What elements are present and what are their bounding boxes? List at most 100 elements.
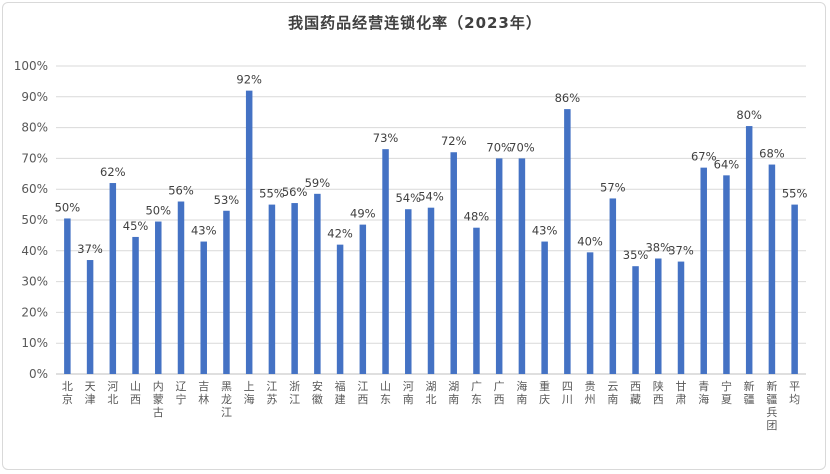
data-label: 55% [259, 187, 285, 201]
data-label: 38% [645, 241, 671, 255]
data-label: 53% [214, 193, 240, 207]
bar [541, 241, 548, 374]
data-label: 49% [350, 207, 376, 221]
data-label: 48% [464, 210, 490, 224]
category-label: 贵州 [585, 380, 596, 406]
bar [609, 198, 617, 374]
y-tick-label: 60% [21, 182, 48, 196]
bar [427, 207, 435, 374]
category-label: 广西 [494, 380, 505, 406]
bar [586, 252, 594, 374]
bar [473, 227, 480, 374]
category-label: 江苏 [266, 380, 277, 406]
category-label: 黑龙江 [221, 380, 232, 419]
data-label: 64% [714, 157, 740, 171]
bars [64, 90, 798, 375]
category-label: 江西 [357, 380, 368, 406]
bar [177, 201, 185, 374]
data-label: 73% [373, 131, 399, 145]
category-label: 浙江 [289, 380, 300, 406]
bar [200, 241, 207, 374]
bar [245, 90, 253, 374]
category-label: 北京 [62, 380, 73, 406]
bar [336, 244, 344, 374]
category-label: 云南 [607, 380, 618, 406]
category-label: 四川 [562, 380, 573, 406]
data-label: 56% [168, 184, 194, 198]
data-label: 68% [759, 147, 785, 161]
category-label: 青海 [698, 380, 709, 406]
bar [86, 260, 94, 374]
data-label: 35% [623, 248, 649, 262]
data-label: 54% [395, 191, 421, 205]
data-label: 37% [668, 244, 694, 258]
bar [405, 209, 412, 374]
bar [155, 221, 162, 374]
bar [382, 149, 389, 374]
y-tick-label: 90% [21, 90, 48, 104]
bar [450, 152, 457, 374]
category-label: 天津 [85, 380, 96, 406]
category-label: 重庆 [539, 379, 550, 406]
bar [495, 158, 503, 374]
data-label: 86% [555, 91, 581, 105]
bar [791, 204, 798, 374]
category-label: 辽宁 [176, 380, 187, 406]
data-label: 59% [305, 176, 331, 190]
data-label: 56% [282, 185, 308, 199]
bar [223, 210, 230, 374]
data-label: 80% [736, 108, 762, 122]
data-label: 40% [577, 234, 603, 248]
data-label: 62% [100, 165, 126, 179]
data-label: 45% [123, 219, 149, 233]
y-tick-label: 40% [21, 244, 48, 258]
category-label: 安徽 [312, 379, 323, 406]
bar [677, 261, 685, 374]
bar [314, 193, 321, 374]
data-label: 50% [55, 200, 81, 214]
bar [518, 158, 526, 374]
y-tick-label: 20% [21, 305, 48, 319]
category-label: 内蒙古 [153, 379, 164, 419]
category-label: 湖南 [448, 380, 459, 406]
data-label: 42% [327, 227, 353, 241]
category-label: 平均 [789, 380, 800, 406]
bar [768, 164, 776, 374]
data-label: 43% [532, 224, 558, 238]
data-label: 67% [691, 150, 717, 164]
category-label: 山东 [380, 380, 391, 406]
data-label: 50% [145, 204, 171, 218]
data-label: 55% [782, 187, 808, 201]
data-label: 43% [191, 224, 217, 238]
chart-title: 我国药品经营连锁化率（2023年） [288, 14, 542, 32]
category-label: 上海 [244, 380, 255, 406]
data-label: 92% [236, 73, 262, 87]
category-label: 海南 [516, 379, 527, 406]
y-tick-label: 10% [21, 336, 48, 350]
data-label: 37% [77, 242, 103, 256]
category-label: 河北 [107, 380, 118, 406]
y-tick-label: 80% [21, 121, 48, 135]
data-label: 54% [418, 190, 444, 204]
bar [268, 204, 276, 374]
y-tick-label: 50% [21, 213, 48, 227]
category-label: 甘肃 [676, 380, 687, 406]
category-label: 山西 [130, 380, 141, 406]
bar [132, 236, 139, 374]
data-label: 57% [600, 180, 626, 194]
category-label: 福建 [335, 379, 346, 406]
bar [745, 126, 753, 374]
category-label: 陕西 [653, 379, 664, 406]
bar [109, 183, 117, 374]
bar [564, 109, 571, 375]
bar [359, 224, 367, 374]
y-tick-label: 0% [29, 367, 48, 381]
y-tick-label: 100% [14, 59, 48, 73]
bar [723, 175, 730, 374]
category-label: 新疆 [744, 379, 755, 406]
data-label: 70% [509, 140, 535, 154]
data-label: 72% [441, 134, 467, 148]
